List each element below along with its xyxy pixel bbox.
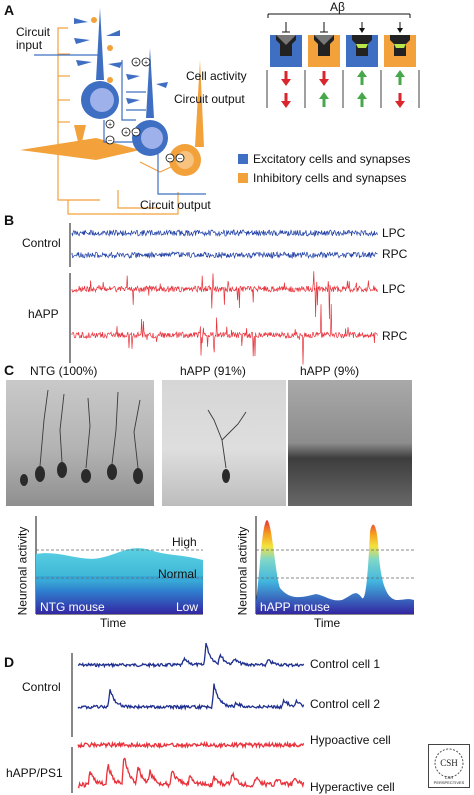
svg-text:–: – (134, 130, 138, 137)
svg-text:+: + (108, 122, 112, 129)
happ-caption: hAPP mouse (260, 600, 330, 614)
ntg-low-label: Low (176, 600, 199, 614)
trace-happ-rpc (71, 303, 378, 365)
micrograph-happ91 (162, 380, 286, 506)
arrow-cell-activity-col-3 (357, 70, 367, 85)
csh-logo: CSH CSH PERSPECTIVES (428, 744, 470, 788)
calcium-traces (71, 642, 305, 793)
trace-happ-lpc (71, 271, 378, 320)
svg-text:–: – (108, 138, 112, 145)
micrograph-happ9 (288, 380, 412, 506)
svg-text:+: + (144, 60, 148, 67)
arrow-cell-activity-col-2 (319, 71, 329, 86)
arrow-circuit-output-col-4 (395, 93, 405, 108)
micrographs (6, 380, 412, 506)
cell-label-control-1: Control cell 1 (310, 657, 381, 671)
legend-swatch-excitatory (238, 154, 248, 164)
arrow-cell-activity-col-4 (395, 70, 405, 85)
trace-label-happ-lpc: LPC (382, 282, 406, 296)
trace-label-happ-rpc: RPC (382, 329, 408, 343)
panel-b-label: B (4, 212, 15, 228)
ntg-normal-label: Normal (158, 567, 197, 581)
cell-activity-label: Cell activity (186, 69, 247, 83)
micrograph-label-happ9: hAPP (9%) (300, 364, 360, 378)
trace-label-control-lpc: LPC (382, 226, 406, 240)
panel-a-label: A (4, 2, 15, 18)
trace-control-lpc (71, 229, 378, 238)
arrow-cell-activity-col-1 (281, 71, 291, 86)
svg-text:+: + (124, 130, 128, 137)
activity-arrows (0, 0, 474, 120)
panel-c-label: C (4, 362, 15, 378)
group-label-control: Control (22, 236, 61, 250)
circuit-output-row-label: Circuit output (174, 92, 245, 106)
legend-swatch-inhibitory (238, 173, 248, 183)
pyramidal-cell-2 (146, 48, 154, 118)
pyramidal-cell-1 (96, 8, 104, 80)
group-label-happ: hAPP (28, 307, 59, 321)
ntg-activity-plot (35, 516, 414, 615)
ntg-high-label: High (172, 535, 197, 549)
abeta-label: Aβ (330, 0, 345, 14)
happ-xlabel: Time (314, 616, 341, 630)
group-label-happps1: hAPP/PS1 (6, 766, 63, 780)
arrow-circuit-output-col-2 (319, 92, 329, 107)
svg-text:–: – (168, 156, 172, 163)
synapse-tile-3 (346, 22, 378, 67)
eeg-traces (69, 223, 378, 365)
micrograph-label-happ91: hAPP (91%) (180, 364, 246, 378)
trace-control-cell-2 (77, 683, 305, 711)
group-label-control-d: Control (22, 680, 61, 694)
circuit-output-label: Circuit output (140, 198, 211, 212)
synapse-tile-4 (384, 22, 416, 67)
ntg-ylabel: Neuronal activity (15, 526, 30, 616)
micrograph-ntg (6, 380, 154, 506)
cell-label-hyperactive: Hyperactive cell (310, 780, 395, 794)
trace-hypoactive-cell (77, 740, 305, 750)
micrograph-label-ntg: NTG (100%) (30, 364, 98, 378)
logo-text: CSH PERSPECTIVES (433, 775, 465, 785)
svg-text:+: + (134, 60, 138, 67)
cell-label-hypoactive: Hypoactive cell (310, 733, 391, 747)
cell-label-control-2: Control cell 2 (310, 697, 381, 711)
neural-circuit-diagram: + + + – + – – – (20, 8, 420, 215)
trace-control-cell-1 (77, 642, 305, 669)
arrow-circuit-output-col-1 (281, 93, 291, 108)
synapse-tile-1 (270, 22, 302, 67)
svg-text:CSH: CSH (440, 758, 458, 768)
legend-label-inhibitory: Inhibitory cells and synapses (253, 171, 407, 185)
legend-label-excitatory: Excitatory cells and synapses (253, 152, 411, 166)
panel-d-label: D (4, 654, 15, 670)
ntg-caption: NTG mouse (40, 600, 105, 614)
arrow-circuit-output-col-3 (357, 92, 367, 107)
synapse-tile-2 (308, 22, 340, 67)
ntg-xlabel: Time (100, 616, 127, 630)
happ-ylabel: Neuronal activity (235, 526, 250, 616)
trace-label-control-rpc: RPC (382, 247, 408, 261)
svg-text:–: – (178, 156, 182, 163)
circuit-input-label: Circuit input (16, 25, 51, 52)
trace-control-rpc (71, 250, 378, 260)
trace-hyperactive-cell (77, 757, 305, 789)
